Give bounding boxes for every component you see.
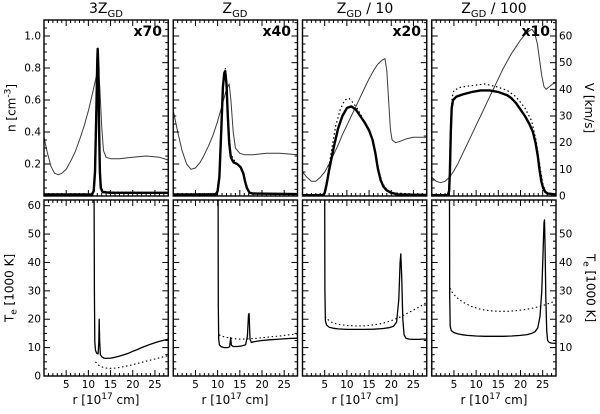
label-text: r [10 — [72, 393, 102, 407]
scale-annotation-x20: x20 — [392, 24, 421, 40]
svg-text:0: 0 — [34, 371, 41, 383]
svg-text:10: 10 — [469, 379, 482, 391]
title-text: 3Z — [89, 1, 108, 17]
column-title-zgd-10: ZGD / 10 — [303, 1, 427, 20]
label-text: cm] — [241, 393, 269, 407]
title-subscript: GD — [346, 8, 362, 20]
svg-text:50: 50 — [559, 57, 572, 69]
label-subscript: e — [9, 309, 20, 315]
x-axis-label: r [1017 cm] — [432, 392, 556, 407]
svg-text:5: 5 — [192, 379, 199, 391]
svg-text:10: 10 — [28, 342, 41, 354]
svg-text:5: 5 — [321, 379, 328, 391]
svg-text:30: 30 — [559, 285, 572, 297]
scale-annotation-x10: x10 — [521, 24, 550, 40]
column-title-zgd-100: ZGD / 100 — [432, 1, 556, 20]
title-subscript: GD — [470, 8, 487, 20]
label-text: V [km/s] — [582, 82, 596, 134]
svg-text:20: 20 — [559, 137, 572, 149]
svg-text:30: 30 — [28, 285, 41, 297]
title-subscript: GD — [107, 8, 123, 20]
svg-text:5: 5 — [451, 379, 458, 391]
title-text: Z — [222, 1, 233, 17]
svg-text:10: 10 — [559, 164, 572, 176]
svg-text:10: 10 — [559, 342, 572, 354]
label-text: [1000 K] — [2, 253, 17, 310]
svg-text:40: 40 — [559, 257, 572, 269]
title-text: Z — [336, 1, 347, 17]
svg-text:60: 60 — [28, 200, 41, 212]
svg-text:25: 25 — [536, 379, 549, 391]
svg-text:15: 15 — [492, 379, 505, 391]
svg-text:20: 20 — [126, 379, 139, 391]
title-suffix: / 100 — [486, 1, 527, 17]
label-superscript: 17 — [230, 392, 242, 402]
svg-text:25: 25 — [407, 379, 420, 391]
label-text: n [cm — [4, 97, 19, 133]
label-text: r [10 — [331, 393, 361, 407]
te-axis-label-left: Te [1000 K] — [2, 254, 19, 322]
svg-text:1.0: 1.0 — [24, 31, 41, 43]
label-superscript: -3 — [3, 88, 14, 98]
v-axis-label: V [km/s] — [582, 83, 596, 133]
label-superscript: 17 — [489, 392, 501, 402]
svg-text:5: 5 — [63, 379, 70, 391]
svg-text:40: 40 — [559, 84, 572, 96]
label-superscript: 17 — [101, 392, 113, 402]
scale-annotation-x70: x70 — [133, 24, 162, 40]
svg-text:0.2: 0.2 — [24, 159, 41, 171]
svg-text:40: 40 — [28, 257, 41, 269]
x-axis-label: r [1017 cm] — [173, 392, 297, 407]
title-suffix: / 10 — [361, 1, 394, 17]
svg-text:20: 20 — [514, 379, 527, 391]
label-text: cm] — [500, 393, 528, 407]
te-axis-label-right: Te [1000 K] — [580, 254, 597, 322]
label-text: cm] — [371, 393, 399, 407]
column-title-zgd: ZGD — [173, 1, 297, 20]
svg-text:10: 10 — [340, 379, 353, 391]
title-subscript: GD — [232, 8, 248, 20]
svg-text:0.8: 0.8 — [24, 63, 41, 75]
svg-text:25: 25 — [148, 379, 161, 391]
label-text: ] — [4, 83, 19, 89]
svg-text:20: 20 — [28, 314, 41, 326]
label-text: r [10 — [201, 393, 231, 407]
svg-text:15: 15 — [233, 379, 246, 391]
svg-text:0.4: 0.4 — [24, 127, 41, 139]
svg-text:20: 20 — [255, 379, 268, 391]
svg-text:0.6: 0.6 — [24, 95, 41, 107]
svg-text:20: 20 — [559, 314, 572, 326]
svg-text:20: 20 — [385, 379, 398, 391]
svg-text:25: 25 — [278, 379, 291, 391]
label-superscript: 17 — [360, 392, 372, 402]
svg-text:0: 0 — [559, 191, 566, 203]
svg-text:60: 60 — [559, 31, 572, 43]
svg-text:50: 50 — [28, 229, 41, 241]
svg-text:10: 10 — [211, 379, 224, 391]
label-text: r [10 — [460, 393, 490, 407]
n-axis-label: n [cm-3] — [4, 84, 19, 132]
svg-text:15: 15 — [104, 379, 117, 391]
svg-text:15: 15 — [362, 379, 375, 391]
label-text: cm] — [112, 393, 140, 407]
svg-text:30: 30 — [559, 111, 572, 123]
svg-text:50: 50 — [559, 229, 572, 241]
column-title-3zgd: 3ZGD — [44, 1, 168, 20]
svg-text:10: 10 — [82, 379, 95, 391]
scale-annotation-x40: x40 — [262, 24, 291, 40]
title-text: Z — [461, 1, 471, 17]
x-axis-label: r [1017 cm] — [303, 392, 427, 407]
label-text: T — [2, 314, 17, 323]
x-axis-label: r [1017 cm] — [44, 392, 168, 407]
label-text: [1000 K] — [583, 266, 598, 323]
